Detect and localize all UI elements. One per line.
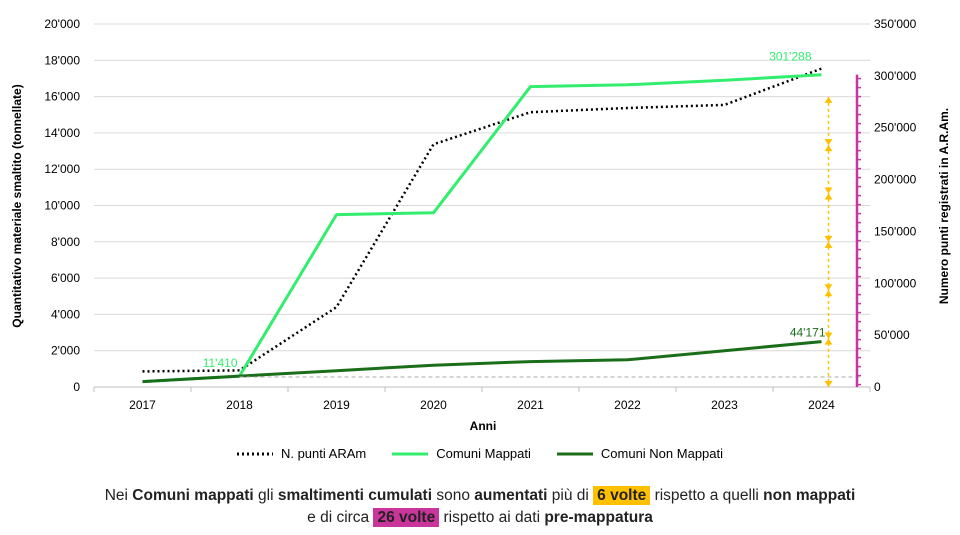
y-tick-label-right: 300'000	[874, 69, 917, 83]
legend-swatch-dark-green	[556, 452, 593, 455]
caption-line-1: Nei Comuni mappati gli smaltimenti cumul…	[104, 486, 856, 505]
x-tick-label: 2018	[226, 398, 253, 412]
y-tick-label-left: 4'000	[51, 307, 80, 321]
data-labels: 11'410 301'288 44'171	[203, 50, 826, 371]
highlight-26-volte: 26 volte	[373, 508, 440, 527]
arrow-down-icon	[824, 332, 833, 339]
series-line-2	[142, 340, 822, 384]
caption-line-2: e di circa 26 volte rispetto ai dati pre…	[307, 508, 653, 527]
y-tick-label-left: 20'000	[44, 17, 80, 31]
arrow-down-icon	[824, 284, 833, 291]
left-axis-ticks: 0 2'000 4'000 6'000 8'000 10'000 12'000 14'000 1…	[44, 17, 80, 394]
x-tick-label: 2021	[517, 398, 544, 412]
y-tick-label-right: 100'000	[874, 276, 917, 290]
legend-item-non-mappati: Comuni Non Mappati	[556, 446, 724, 461]
caption: Nei Comuni mappati gli smaltimenti cumul…	[0, 485, 960, 529]
series-line-1	[142, 73, 822, 384]
arrow-up-icon	[824, 193, 833, 200]
legend-item-aram: N. punti ARAm	[236, 446, 367, 461]
x-tick-label: 2023	[711, 398, 738, 412]
legend-label: Comuni Mappati	[436, 446, 531, 461]
right-axis-ticks: 0 50'000 100'000 150'000 200'000 250'000 300'0…	[874, 17, 917, 394]
gridlines	[93, 23, 871, 392]
arrow-down-icon	[824, 235, 833, 242]
arrow-up-icon	[824, 145, 833, 152]
x-axis-ticks: 2017 2018 2019 2020 2021 2022 2023 2024	[129, 398, 835, 412]
legend-label: Comuni Non Mappati	[600, 446, 724, 461]
y-tick-label-left: 18'000	[44, 53, 80, 67]
series-line-0	[142, 67, 822, 373]
data-label: 11'410	[203, 356, 238, 370]
y-tick-label-left: 2'000	[51, 344, 80, 358]
legend-swatch-dotted	[236, 452, 273, 455]
y-axis-label-left: Quantitativo materiale smaltito (tonnell…	[10, 84, 24, 327]
y-tick-label-left: 10'000	[44, 199, 80, 213]
arrow-down-icon	[824, 187, 833, 194]
y-tick-label-right: 350'000	[874, 17, 917, 31]
data-label: 44'171	[790, 326, 826, 340]
x-tick-label: 2017	[129, 398, 156, 412]
arrow-up-icon	[824, 241, 833, 248]
x-tick-label: 2020	[420, 398, 447, 412]
y-tick-label-right: 200'000	[874, 173, 917, 187]
y-tick-label-right: 250'000	[874, 121, 917, 135]
y-axis-label-right: Numero punti registrati in A.R.Am.	[937, 108, 951, 304]
legend-label: N. punti ARAm	[280, 446, 367, 461]
x-tick-label: 2019	[323, 398, 350, 412]
line-chart: 0 2'000 4'000 6'000 8'000 10'000 12'000 14'000 1…	[10, 17, 951, 433]
arrow-down-icon	[824, 139, 833, 146]
y-tick-label-right: 0	[874, 380, 881, 394]
legend-swatch-light-green	[392, 452, 429, 455]
data-label: 301'288	[769, 50, 812, 64]
y-tick-label-left: 12'000	[44, 162, 80, 176]
y-tick-label-left: 8'000	[51, 235, 80, 249]
x-axis-label: Anni	[470, 419, 497, 433]
highlight-6-volte: 6 volte	[593, 486, 651, 505]
arrow-down-icon	[824, 381, 833, 387]
arrow-up-icon	[824, 338, 833, 345]
arrow-up-icon	[824, 96, 833, 103]
y-tick-label-left: 16'000	[44, 90, 80, 104]
y-tick-label-right: 50'000	[874, 328, 910, 342]
series-lines	[142, 67, 822, 384]
y-tick-label-left: 14'000	[44, 126, 80, 140]
legend-item-mappati: Comuni Mappati	[392, 446, 531, 461]
y-tick-label-left: 6'000	[51, 271, 80, 285]
legend: N. punti ARAm Comuni Mappati Comuni Non …	[0, 446, 960, 461]
y-tick-label-left: 0	[73, 380, 80, 394]
x-tick-label: 2024	[808, 398, 835, 412]
comparison-markers	[239, 74, 862, 387]
y-tick-label-right: 150'000	[874, 224, 917, 238]
x-tick-label: 2022	[614, 398, 641, 412]
arrow-up-icon	[824, 290, 833, 297]
